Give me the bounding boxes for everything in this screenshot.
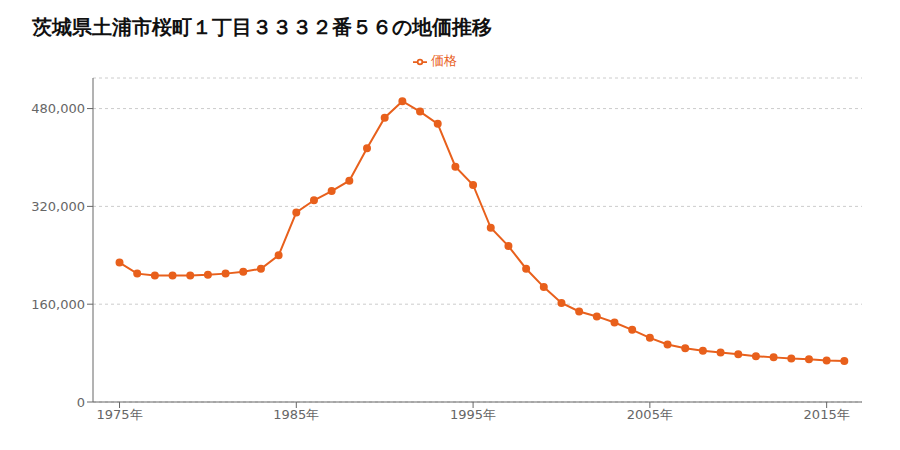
html-text:茨城県土浦市桜町１丁目３３３２番５６の地価推移: 茨城県土浦市桜町１丁目３３３２番５６の地価推移 <box>32 15 492 39</box>
svg-text:1975年: 1975年 <box>96 407 142 422</box>
svg-text:1985年: 1985年 <box>273 407 319 422</box>
svg-text:320,000: 320,000 <box>31 199 85 214</box>
svg-text:480,000: 480,000 <box>31 101 85 116</box>
svg-text:2005年: 2005年 <box>627 407 673 422</box>
html-text:価格: 価格 <box>431 53 457 68</box>
svg-text:160,000: 160,000 <box>31 297 85 312</box>
svg-text:2015年: 2015年 <box>804 407 850 422</box>
svg-text:0: 0 <box>77 395 85 410</box>
svg-text:1995年: 1995年 <box>450 407 496 422</box>
